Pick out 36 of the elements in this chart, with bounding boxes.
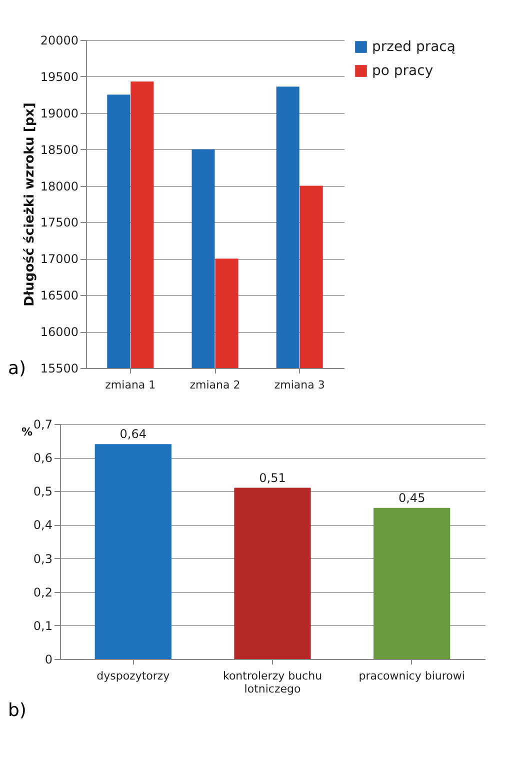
y-tick-label: 0,3 <box>33 552 52 566</box>
bar <box>234 488 311 659</box>
y-tick-label: 0 <box>44 652 52 666</box>
data-label: 0,64 <box>120 427 147 442</box>
y-tick-label: 0,4 <box>33 518 52 532</box>
x-tick-label: kontrolerzy buchu lotniczego <box>222 670 322 696</box>
text: b) <box>8 700 26 721</box>
y-axis-title: % <box>21 426 32 438</box>
y-tick-label: 17500 <box>40 216 78 230</box>
y-tick-label: 15500 <box>40 362 78 376</box>
y-tick-label: 16500 <box>40 288 78 303</box>
bar <box>374 508 450 659</box>
y-tick-label: 16000 <box>40 325 78 340</box>
y-tick-label: 0,1 <box>33 618 52 633</box>
y-tick-label: 18000 <box>40 179 78 194</box>
legend-label: przed pracą <box>372 39 456 55</box>
y-tick-label: 17000 <box>40 252 78 266</box>
y-tick-label: 20000 <box>40 34 78 48</box>
data-label: 0,51 <box>259 470 286 485</box>
y-tick-label: 18500 <box>40 142 78 157</box>
x-tick-label: dyspozytorzy <box>96 670 170 682</box>
bar <box>94 444 172 659</box>
x-tick-label: pracownicy biurowi <box>358 670 465 682</box>
text: a) <box>8 358 26 379</box>
y-tick-label: 19000 <box>40 106 78 120</box>
data-label: 0,45 <box>398 490 426 505</box>
y-tick-label: 0,5 <box>33 484 52 499</box>
y-axis-title: Długość ścieżki wzroku [px] <box>22 102 38 306</box>
x-tick-label: zmiana 2 <box>190 378 240 392</box>
y-tick-label: 0,6 <box>33 451 52 466</box>
x-tick-label: zmiana 1 <box>105 378 156 392</box>
x-tick-label: zmiana 3 <box>274 378 325 392</box>
y-tick-label: 0,7 <box>33 418 52 432</box>
y-tick-label: 0,2 <box>33 585 52 600</box>
y-tick-label: 19500 <box>40 70 78 84</box>
legend-label: po pracy <box>372 63 434 79</box>
